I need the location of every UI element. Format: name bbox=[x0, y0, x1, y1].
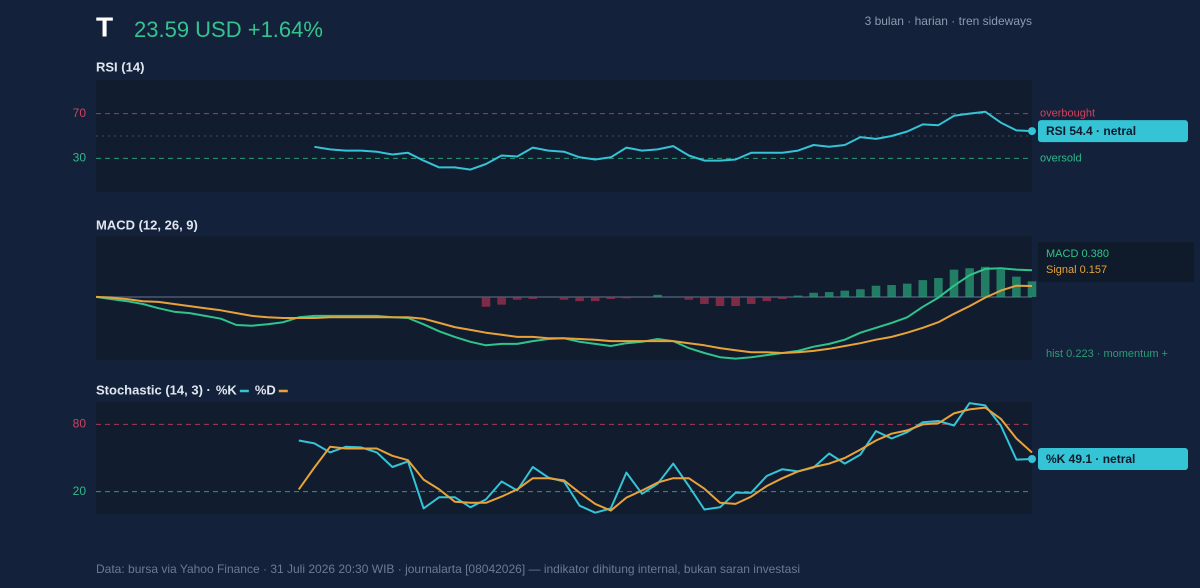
badge: RSI 54.4 · netral bbox=[1046, 124, 1136, 138]
panel-title: RSI (14) bbox=[96, 59, 144, 74]
badge-bg bbox=[1038, 120, 1188, 143]
hist-bar bbox=[559, 296, 569, 300]
hist-bar bbox=[700, 296, 709, 304]
hist-bar bbox=[590, 296, 600, 302]
y-tick-label: 70 bbox=[73, 106, 87, 120]
series-line bbox=[298, 402, 1033, 514]
hist-bar bbox=[684, 296, 694, 300]
y-tick-label: 80 bbox=[73, 417, 87, 431]
plot-area bbox=[96, 402, 1032, 514]
legend-entry: %D bbox=[255, 382, 276, 397]
hist-bar bbox=[980, 266, 990, 297]
legend-box bbox=[1038, 242, 1194, 282]
hist-bar bbox=[497, 296, 506, 305]
hist-bar bbox=[622, 296, 631, 299]
badge-bg bbox=[1038, 448, 1188, 471]
hist-bar bbox=[871, 285, 881, 297]
hist-bar bbox=[715, 296, 725, 307]
hist-bar bbox=[824, 292, 834, 297]
hist-bar bbox=[606, 296, 616, 300]
ticker: T bbox=[96, 11, 113, 42]
hist-bar bbox=[512, 296, 522, 300]
hist-bar bbox=[902, 283, 912, 297]
hist-bar bbox=[934, 278, 943, 297]
series-line bbox=[314, 110, 1033, 171]
legend-entry: %K bbox=[216, 382, 238, 397]
hist-bar bbox=[840, 290, 850, 297]
panel-title: MACD (12, 26, 9) bbox=[96, 217, 198, 232]
y-tick-label: 20 bbox=[73, 484, 87, 498]
hist-bar bbox=[1012, 276, 1021, 297]
level-label: oversold bbox=[1040, 152, 1082, 164]
last-dot bbox=[1028, 455, 1036, 464]
hist-bar bbox=[731, 296, 740, 307]
hist-bar bbox=[965, 268, 974, 297]
hist-bar bbox=[996, 269, 1006, 297]
hist-bar bbox=[575, 296, 584, 302]
hist-bar bbox=[1027, 281, 1037, 297]
hist-bar bbox=[918, 280, 928, 297]
footer: Data: bursa via Yahoo Finance · 31 Juli … bbox=[96, 562, 800, 576]
hist-bar bbox=[793, 295, 803, 297]
hist-bar bbox=[809, 292, 818, 297]
panel-title: Stochastic (14, 3) · bbox=[96, 382, 211, 397]
hist-bar bbox=[856, 289, 865, 297]
price: 23.59 USD +1.64% bbox=[134, 17, 323, 42]
legend-entry: MACD 0.380 bbox=[1046, 248, 1109, 260]
hist-bar bbox=[778, 296, 787, 300]
y-tick-label: 30 bbox=[73, 151, 87, 165]
hist-bar bbox=[949, 269, 959, 297]
hist-bar bbox=[746, 296, 756, 304]
legend-entry: Signal 0.157 bbox=[1046, 264, 1107, 276]
last-dot bbox=[1028, 127, 1036, 136]
hist-bar bbox=[528, 296, 538, 300]
hist-bar bbox=[762, 296, 772, 302]
badge: %K 49.1 · netral bbox=[1046, 452, 1135, 466]
series-line bbox=[297, 406, 1033, 512]
series-line bbox=[95, 284, 1033, 354]
legend-entry: hist 0.223 · momentum + bbox=[1046, 348, 1168, 360]
level-label: overbought bbox=[1040, 108, 1095, 120]
hist-bar bbox=[481, 296, 491, 307]
hist-bar bbox=[887, 285, 896, 297]
hist-bar bbox=[653, 294, 662, 297]
subtitle: 3 bulan · harian · tren sideways bbox=[865, 14, 1032, 28]
